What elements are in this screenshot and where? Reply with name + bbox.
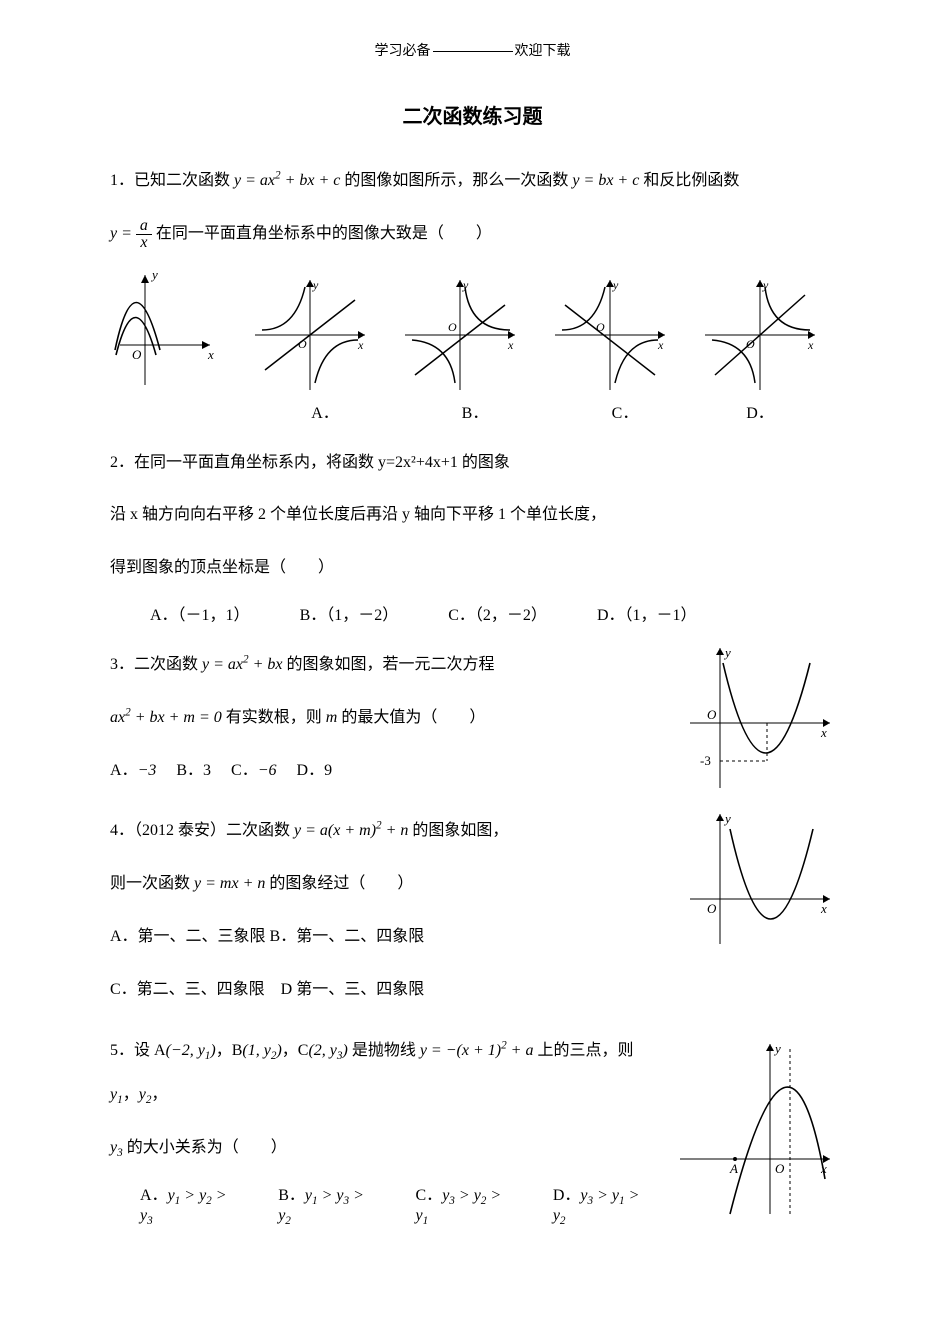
q5-y3: y3 <box>110 1139 123 1156</box>
q3-opt-b: B．3 <box>176 762 211 779</box>
header-left: 学习必备 <box>375 44 431 59</box>
q1-option-labels: A． B． C． D． <box>110 399 835 423</box>
text: 的图像如图所示，那么一次函数 <box>340 172 572 189</box>
q4-eq1: y = a(x + m)2 + n <box>294 822 408 839</box>
q1-fig-given: x y O <box>110 265 220 395</box>
text: 在同一平面直角坐标系中的图像大致是（ ） <box>152 225 492 242</box>
text: 3．二次函数 <box>110 656 202 673</box>
svg-text:x: x <box>207 347 214 362</box>
q1-eq3: y = ax <box>110 212 152 257</box>
origin-label: O <box>775 1161 785 1176</box>
q5-opt-b: B．y1 > y3 > y2 <box>278 1181 379 1227</box>
text: ， <box>123 1086 139 1103</box>
q4-eq2: y = mx + n <box>194 875 265 892</box>
text: 和反比例函数 <box>639 172 739 189</box>
axis-x-label: x <box>820 901 827 916</box>
point-a-label: A <box>729 1161 738 1176</box>
q1-eq2: y = bx + c <box>572 172 639 189</box>
text: 是抛物线 <box>348 1042 420 1059</box>
q1-line1: 1．已知二次函数 y = ax2 + bx + c 的图像如图所示，那么一次函数… <box>110 159 835 204</box>
text: ， <box>151 1086 167 1103</box>
q5-y2: y2 <box>139 1086 152 1103</box>
q4-l4: C．第二、三、四象限 D 第一、三、四象限 <box>110 968 835 1013</box>
svg-text:O: O <box>132 347 142 362</box>
page-title: 二次函数练习题 <box>110 100 835 129</box>
svg-text:x: x <box>507 338 514 352</box>
q5-figure: y x O A <box>675 1039 835 1219</box>
q2-l1: 2．在同一平面直角坐标系内，将函数 y=2x²+4x+1 的图象 <box>110 441 835 486</box>
q1-label-a: A． <box>250 399 400 423</box>
origin-label: O <box>707 901 717 916</box>
svg-text:y: y <box>612 278 619 292</box>
text: 1．已知二次函数 <box>110 172 234 189</box>
svg-text:y: y <box>150 267 158 282</box>
q5-y1: y1 <box>110 1086 123 1103</box>
text: 5．设 A <box>110 1042 166 1059</box>
text: ，B <box>216 1042 243 1059</box>
q5-opt-c: C．y3 > y2 > y1 <box>416 1181 517 1227</box>
svg-text:x: x <box>657 338 664 352</box>
q1-label-d: D． <box>700 399 820 423</box>
axis-y-label: y <box>773 1041 781 1056</box>
q3-eq2: ax2 + bx + m = 0 <box>110 709 222 726</box>
origin-label: O <box>707 707 717 722</box>
svg-text:x: x <box>357 338 364 352</box>
text: ，C <box>282 1042 309 1059</box>
min-label: -3 <box>700 753 711 768</box>
text: 的大小关系为（ ） <box>123 1139 287 1156</box>
q1-label-c: C． <box>550 399 700 423</box>
q1-fig-a: y x O <box>250 275 370 395</box>
text: 则一次函数 <box>110 875 194 892</box>
q1-fig-b: y x O <box>400 275 520 395</box>
header-underline <box>433 51 513 52</box>
q3-opt-a-label: A． <box>110 762 138 779</box>
q2-options: A．（－1，1） B．（1，－2） C．（2，－2） D．（1，－1） <box>110 601 835 625</box>
svg-text:O: O <box>448 320 457 334</box>
q2-l2: 沿 x 轴方向向右平移 2 个单位长度后再沿 y 轴向下平移 1 个单位长度， <box>110 493 835 538</box>
q4-figure: y x O <box>685 809 835 949</box>
q5-opt-d: D．y3 > y1 > y2 <box>553 1181 655 1227</box>
axis-x-label: x <box>820 725 827 740</box>
q5-p2: (1, y2) <box>242 1042 281 1059</box>
text: 的图象经过（ ） <box>265 875 413 892</box>
text: 的最大值为（ ） <box>337 709 485 726</box>
q3-opt-a-val: −3 <box>138 762 157 779</box>
q5-p3: (2, y3) <box>308 1042 347 1059</box>
text: 上的三点，则 <box>533 1042 633 1059</box>
text: 4．（2012 泰安）二次函数 <box>110 822 294 839</box>
q3-opt-c-label: C． <box>231 762 258 779</box>
svg-text:x: x <box>807 338 814 352</box>
q5-options: A．y1 > y2 > y3 B．y1 > y3 > y2 C．y3 > y2 … <box>110 1181 655 1227</box>
axis-y-label: y <box>723 811 731 826</box>
q2-opt-c: C．（2，－2） <box>448 601 547 625</box>
q2-opt-a: A．（－1，1） <box>150 601 250 625</box>
q1-figures: x y O y x O y x O <box>110 265 835 395</box>
q1-eq1: y = ax2 + bx + c <box>234 172 340 189</box>
text: 的图象如图，若一元二次方程 <box>283 656 495 673</box>
q1-fig-d: y x O <box>700 275 820 395</box>
q5-eq: y = −(x + 1)2 + a <box>420 1042 534 1059</box>
q2-opt-d: D．（1，－1） <box>597 601 697 625</box>
q3-eq1: y = ax2 + bx <box>202 656 283 673</box>
axis-y-label: y <box>723 645 731 660</box>
text: m <box>326 709 338 726</box>
text: 有实数根，则 <box>222 709 326 726</box>
q2-opt-b: B．（1，－2） <box>300 601 399 625</box>
q1-fig-c: y x O <box>550 275 670 395</box>
q1-line2: y = ax 在同一平面直角坐标系中的图像大致是（ ） <box>110 212 835 257</box>
q2-l3: 得到图象的顶点坐标是（ ） <box>110 546 835 591</box>
text: 的图象如图， <box>408 822 508 839</box>
q5-p1: (−2, y1) <box>166 1042 216 1059</box>
svg-text:y: y <box>312 278 319 292</box>
q1-label-b: B． <box>400 399 550 423</box>
q3-opt-c-val: −6 <box>258 762 277 779</box>
header-right: 欢迎下载 <box>515 44 571 59</box>
q3-opt-d: D．9 <box>297 762 333 779</box>
q3-figure: y x O -3 <box>685 643 835 793</box>
page-header: 学习必备 欢迎下载 <box>110 40 835 60</box>
q5-opt-a: A．y1 > y2 > y3 <box>140 1181 242 1227</box>
